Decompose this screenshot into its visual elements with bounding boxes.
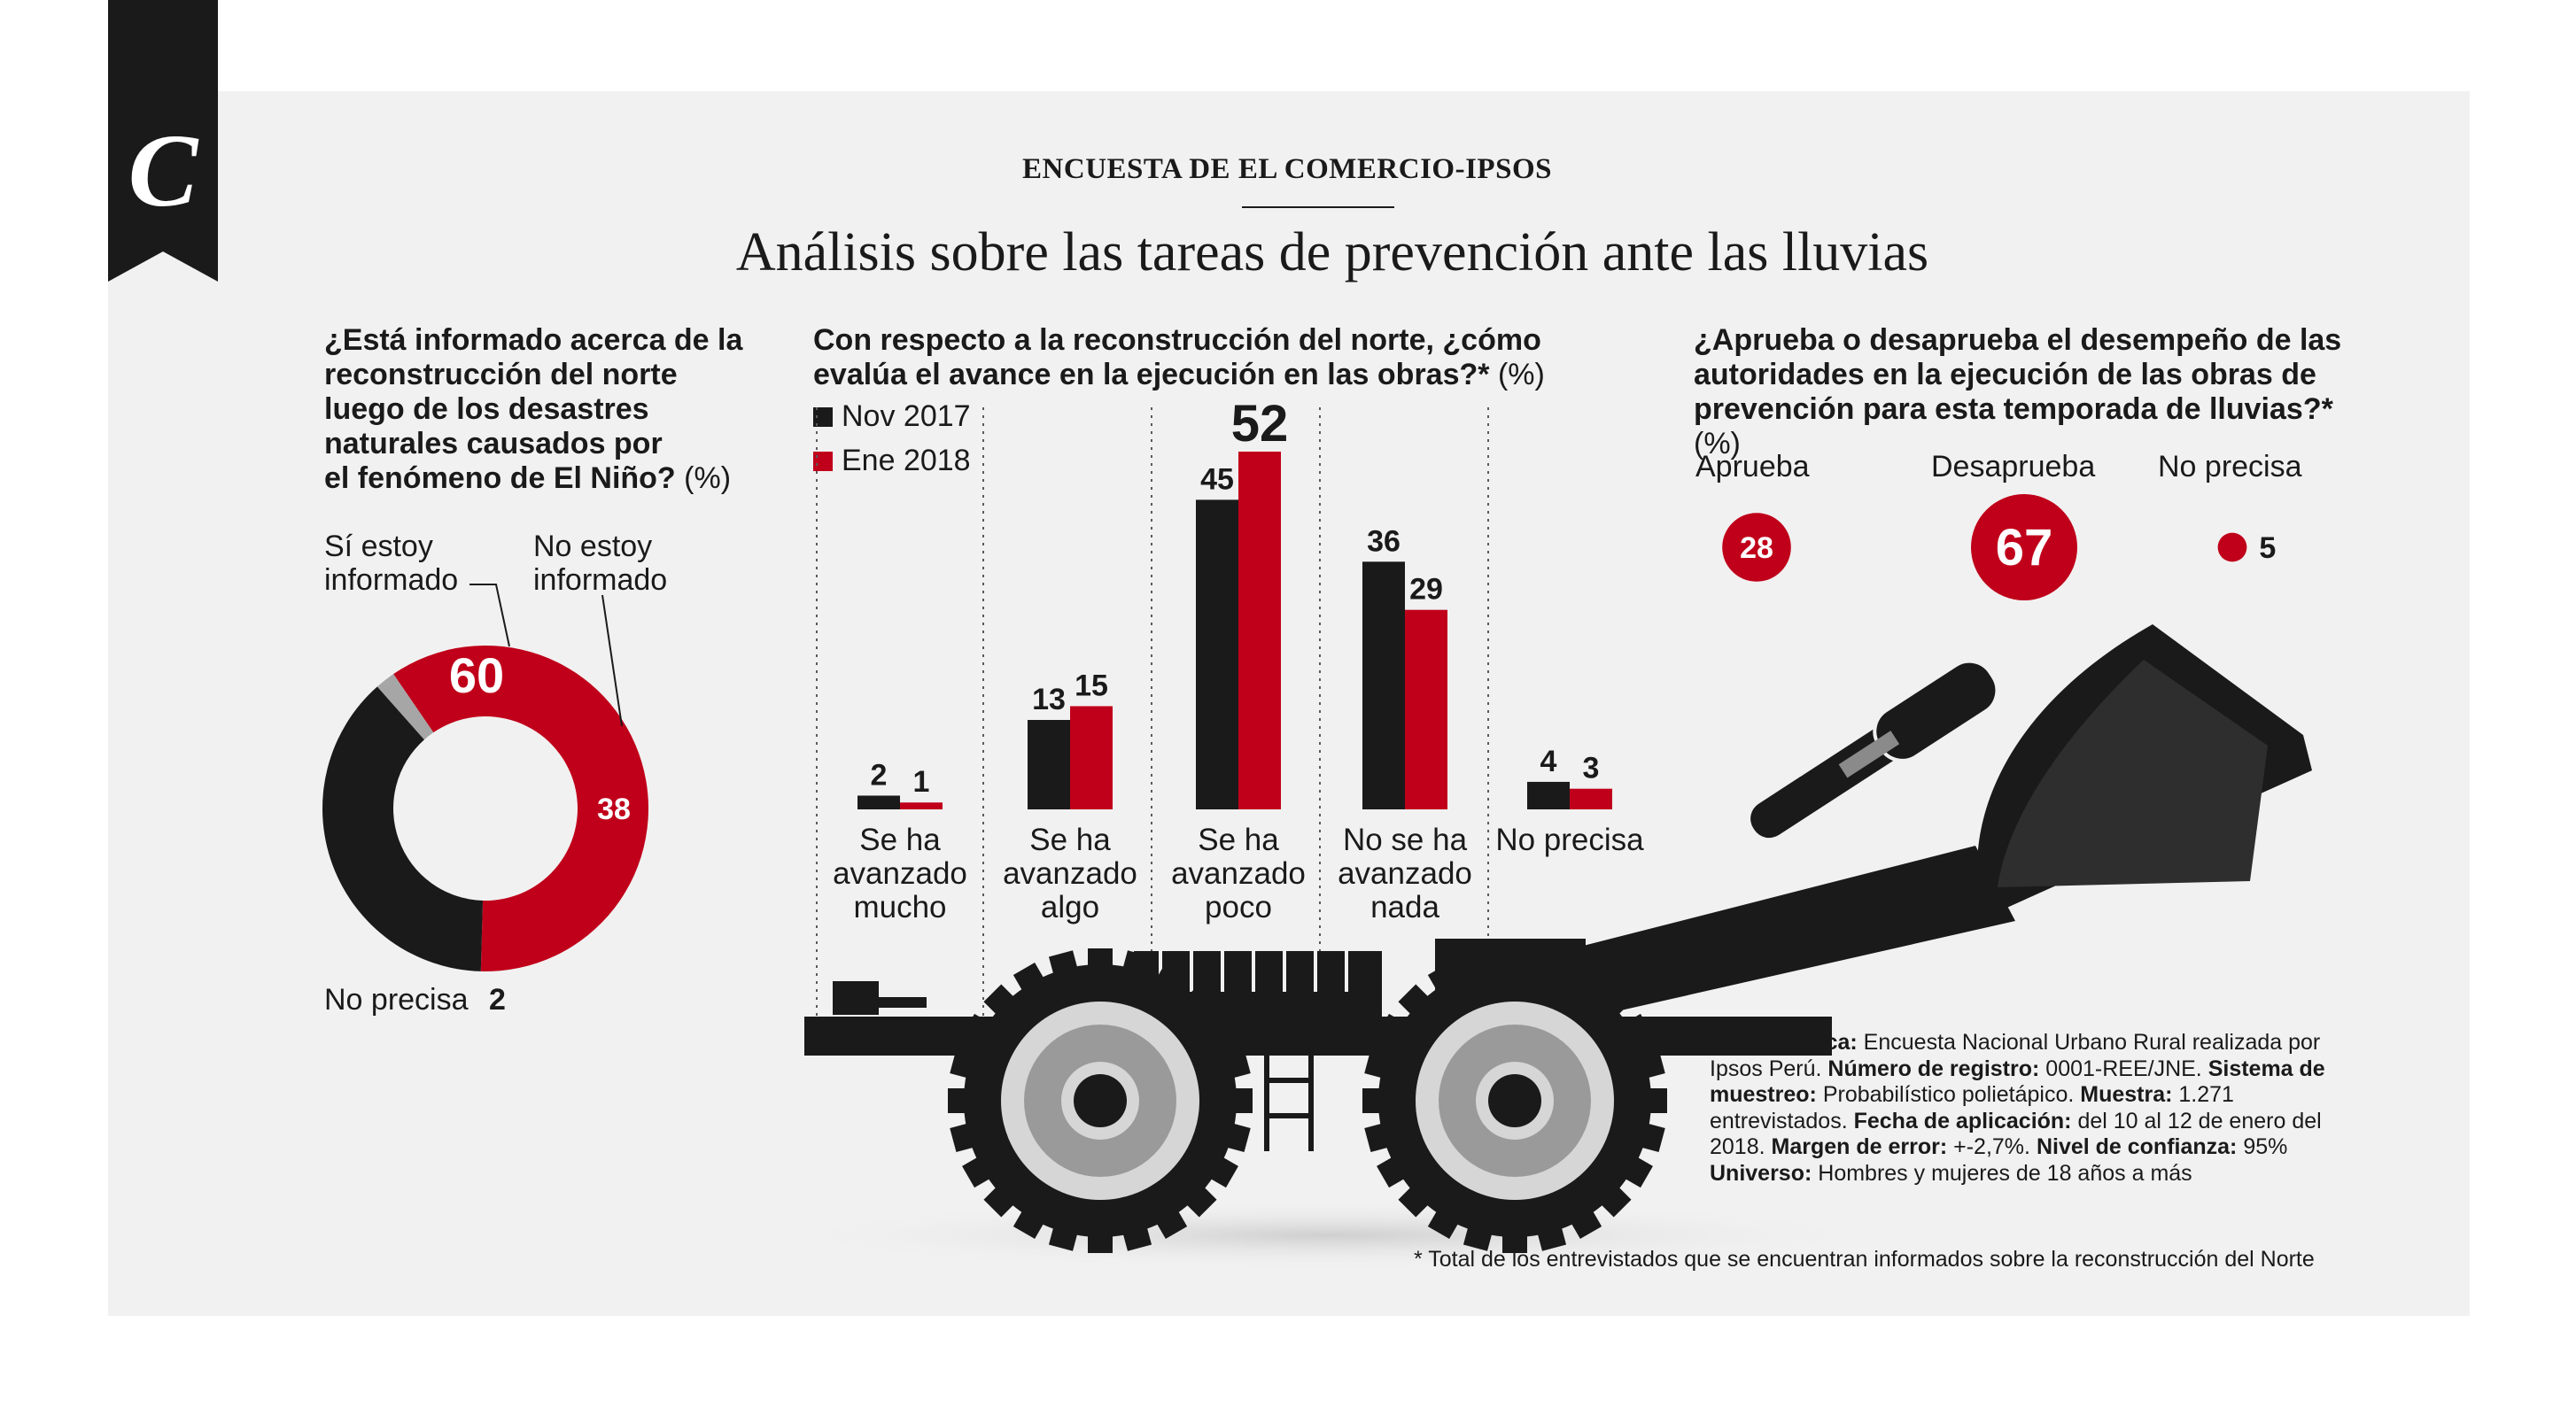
donut-label-no-precisa: No precisa 2 (324, 983, 506, 1017)
page-title: Análisis sobre las tareas de prevención … (735, 222, 1929, 282)
bubble-label-desaprueba: Desaprueba (1931, 450, 2096, 484)
donut-slice-2 (376, 674, 434, 740)
bar-label-1-0: 13 (1032, 683, 1066, 716)
bar-2-1 (1238, 452, 1281, 809)
q3-title: ¿Aprueba o desaprueba el desempeño de la… (1694, 323, 2342, 460)
legend-swatch-nov-2017 (813, 407, 833, 427)
bar-2-0 (1196, 499, 1238, 809)
loader-illustration (804, 624, 2312, 1253)
donut-value-1: 38 (597, 793, 631, 826)
hydraulic-cylinder (1750, 659, 1999, 839)
bar-1-1 (1070, 706, 1113, 809)
bar-0-1 (900, 802, 943, 809)
bar-category-2: Se ha avanzado poco (1171, 823, 1306, 924)
bar-label-0-1: 1 (913, 765, 930, 799)
bar-label-2-0: 45 (1200, 462, 1234, 496)
q2-title: Con respecto a la reconstrucción del nor… (813, 323, 1545, 391)
bar-3-0 (1362, 561, 1405, 809)
bubble-label-no-precisa: No precisa (2158, 450, 2302, 484)
bubble-chart: 28 67 5 (1722, 494, 2276, 600)
bubble-label-1: 67 (1996, 519, 2053, 576)
bar-category-1: Se ha avanzado algo (1003, 823, 1137, 924)
leader-no-informado (601, 594, 623, 727)
bar-0-0 (857, 795, 900, 809)
bar-label-4-0: 4 (1540, 745, 1557, 778)
bar-4-0 (1527, 781, 1570, 809)
donut-chart: 60 38 (322, 584, 648, 972)
bubble-1 (1971, 494, 2077, 600)
bar-guides (816, 407, 1489, 1018)
loader-wheel-back (948, 948, 1253, 1253)
bar-4-1 (1570, 788, 1612, 809)
bar-3-1 (1405, 609, 1447, 809)
bar-label-1-1: 15 (1075, 669, 1108, 702)
bar-category-4: No precisa (1495, 823, 1644, 857)
bar-label-3-0: 36 (1367, 524, 1401, 558)
kicker: ENCUESTA DE EL COMERCIO-IPSOS (1022, 153, 1552, 185)
bubble-2 (2217, 532, 2247, 562)
bubble-label-0: 28 (1740, 531, 1773, 565)
footnote: * Total de los entrevistados que se encu… (1414, 1247, 2315, 1272)
leader-informado (469, 584, 510, 647)
donut-label-no-informado: No estoy informado (533, 530, 668, 597)
loader-ladder (1264, 983, 1314, 1151)
bar-1-0 (1028, 720, 1070, 809)
loader-arm (1559, 846, 2015, 1018)
q1-title: ¿Está informado acerca de la reconstrucc… (324, 323, 743, 495)
el-comercio-logo: C (108, 0, 218, 282)
legend-ene-2018: Ene 2018 (842, 444, 971, 477)
bubble-0 (1722, 513, 1791, 582)
bar-label-0-0: 2 (871, 758, 888, 792)
legend-swatch-ene-2018 (813, 452, 833, 471)
ficha-tecnica: Ficha técnica: Encuesta Nacional Urbano … (1710, 1030, 2325, 1186)
donut-slice-0 (393, 646, 648, 972)
donut-value-0: 60 (449, 647, 504, 703)
legend-nov-2017: Nov 2017 (842, 399, 971, 433)
bubble-label-aprueba: Aprueba (1695, 450, 1810, 484)
bar-category-3: No se ha avanzado nada (1338, 823, 1472, 924)
loader-wheel-front (1362, 948, 1667, 1253)
donut-label-informado: Sí estoy informado (324, 530, 459, 597)
bubble-label-2: 5 (2259, 531, 2276, 565)
donut-value-no-precisa: 2 (488, 983, 506, 1017)
bar-label-4-1: 3 (1583, 752, 1600, 785)
kicker-divider (1242, 206, 1394, 208)
logo-letter: C (128, 112, 199, 228)
bar-category-0: Se ha avanzado mucho (833, 823, 967, 924)
bar-label-3-1: 29 (1409, 573, 1443, 607)
bar-label-2-1: 52 (1231, 395, 1289, 453)
donut-slice-1 (322, 686, 484, 971)
